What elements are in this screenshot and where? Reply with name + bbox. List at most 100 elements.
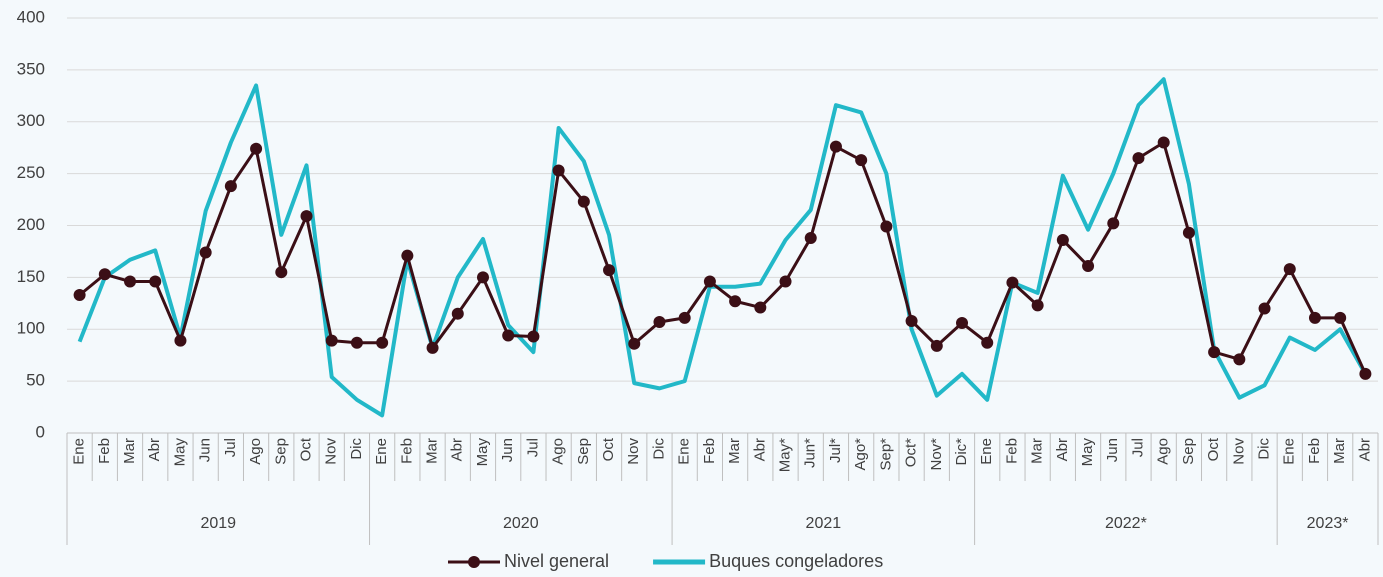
point-marker — [930, 339, 943, 352]
group-label: 2019 — [200, 515, 236, 532]
x-tick-label: Mar — [1029, 438, 1046, 464]
point-marker — [1107, 217, 1120, 230]
x-tick-label: Oct* — [903, 438, 920, 467]
x-tick-label: Dic — [650, 438, 667, 460]
point-marker — [476, 271, 489, 284]
group-label: 2020 — [503, 515, 539, 532]
point-marker — [628, 337, 641, 350]
legend-label: Nivel general — [504, 551, 609, 571]
point-marker — [1031, 299, 1044, 312]
point-marker — [98, 268, 111, 281]
point-marker — [779, 275, 792, 288]
x-tick-label: Dic* — [953, 438, 970, 466]
point-marker — [350, 336, 363, 349]
point-marker — [325, 334, 338, 347]
point-marker — [124, 275, 137, 288]
y-tick-label: 350 — [17, 59, 45, 78]
group-label: 2022* — [1105, 515, 1147, 532]
point-marker — [880, 220, 893, 233]
x-tick-label: Ago — [247, 438, 264, 465]
group-label: 2023* — [1307, 515, 1349, 532]
x-tick-label: Abr — [1356, 438, 1373, 461]
x-tick-label: Jun — [499, 438, 516, 462]
x-tick-label: Feb — [1003, 438, 1020, 464]
y-tick-label: 250 — [17, 163, 45, 182]
y-tick-label: 150 — [17, 267, 45, 286]
point-marker — [1208, 346, 1221, 359]
point-marker — [1233, 353, 1246, 366]
x-tick-label: Feb — [96, 438, 113, 464]
y-tick-label: 200 — [17, 215, 45, 234]
x-tick-label: Jul — [524, 438, 541, 457]
point-marker — [1157, 136, 1170, 149]
x-tick-label: Ene — [978, 438, 995, 465]
y-tick-label: 300 — [17, 111, 45, 130]
point-marker — [1258, 302, 1271, 315]
y-tick-label: 50 — [26, 371, 45, 390]
point-marker — [1283, 263, 1296, 276]
x-tick-label: Ene — [373, 438, 390, 465]
point-marker — [149, 275, 162, 288]
x-tick-label: Oct — [297, 437, 314, 461]
point-marker — [1359, 367, 1372, 380]
point-marker — [174, 334, 187, 347]
x-tick-label: Ene — [676, 438, 693, 465]
point-marker — [300, 210, 313, 223]
point-marker — [905, 314, 918, 327]
point-marker — [754, 301, 767, 314]
x-tick-label: May — [1079, 438, 1096, 467]
point-marker — [678, 311, 691, 324]
x-tick-label: Jul* — [827, 438, 844, 463]
point-marker — [527, 330, 540, 343]
x-tick-label: Mar — [726, 438, 743, 464]
point-marker — [729, 295, 742, 308]
point-marker — [577, 195, 590, 208]
point-marker — [981, 336, 994, 349]
point-marker — [804, 231, 817, 244]
x-tick-label: Jul — [222, 438, 239, 457]
line-series — [78, 141, 1367, 375]
point-marker — [502, 329, 515, 342]
x-tick-label: Sep — [575, 438, 592, 465]
line-series — [77, 77, 1368, 418]
x-tick-label: Sep — [1180, 438, 1197, 465]
point-marker — [653, 315, 666, 328]
x-tick-label: Jun* — [802, 438, 819, 468]
point-marker — [956, 317, 969, 330]
x-tick-label: Mar — [424, 438, 441, 464]
y-tick-label: 100 — [17, 319, 45, 338]
x-tick-label: Abr — [449, 438, 466, 461]
x-tick-label: May — [171, 438, 188, 467]
x-tick-label: May* — [776, 438, 793, 472]
x-tick-label: Jun — [1104, 438, 1121, 462]
point-marker — [1082, 259, 1095, 272]
point-marker — [401, 249, 414, 262]
point-marker — [703, 275, 716, 288]
x-tick-label: Feb — [1306, 438, 1323, 464]
x-tick-label: May — [474, 438, 491, 467]
x-tick-label: Jul — [1129, 438, 1146, 457]
legend-label: Buques congeladores — [709, 551, 883, 571]
point-marker — [1056, 234, 1069, 247]
x-tick-label: Nov — [625, 438, 642, 465]
point-marker — [426, 341, 439, 354]
x-tick-label: Ene — [71, 438, 88, 465]
x-tick-label: Feb — [701, 438, 718, 464]
group-label: 2021 — [806, 515, 842, 532]
point-marker — [376, 336, 389, 349]
x-tick-label: Mar — [1331, 438, 1348, 464]
y-tick-label: 400 — [17, 7, 45, 26]
x-tick-label: Nov* — [928, 438, 945, 471]
point-marker — [603, 264, 616, 277]
x-tick-label: Abr — [1054, 438, 1071, 461]
x-tick-label: Feb — [398, 438, 415, 464]
x-tick-label: Sep — [272, 438, 289, 465]
point-marker — [1006, 276, 1019, 289]
y-tick-label: 0 — [36, 422, 45, 441]
point-marker — [1182, 226, 1195, 239]
point-marker — [224, 180, 237, 193]
point-marker — [552, 164, 565, 177]
x-tick-label: Ene — [1281, 438, 1298, 465]
legend-marker — [468, 556, 480, 568]
